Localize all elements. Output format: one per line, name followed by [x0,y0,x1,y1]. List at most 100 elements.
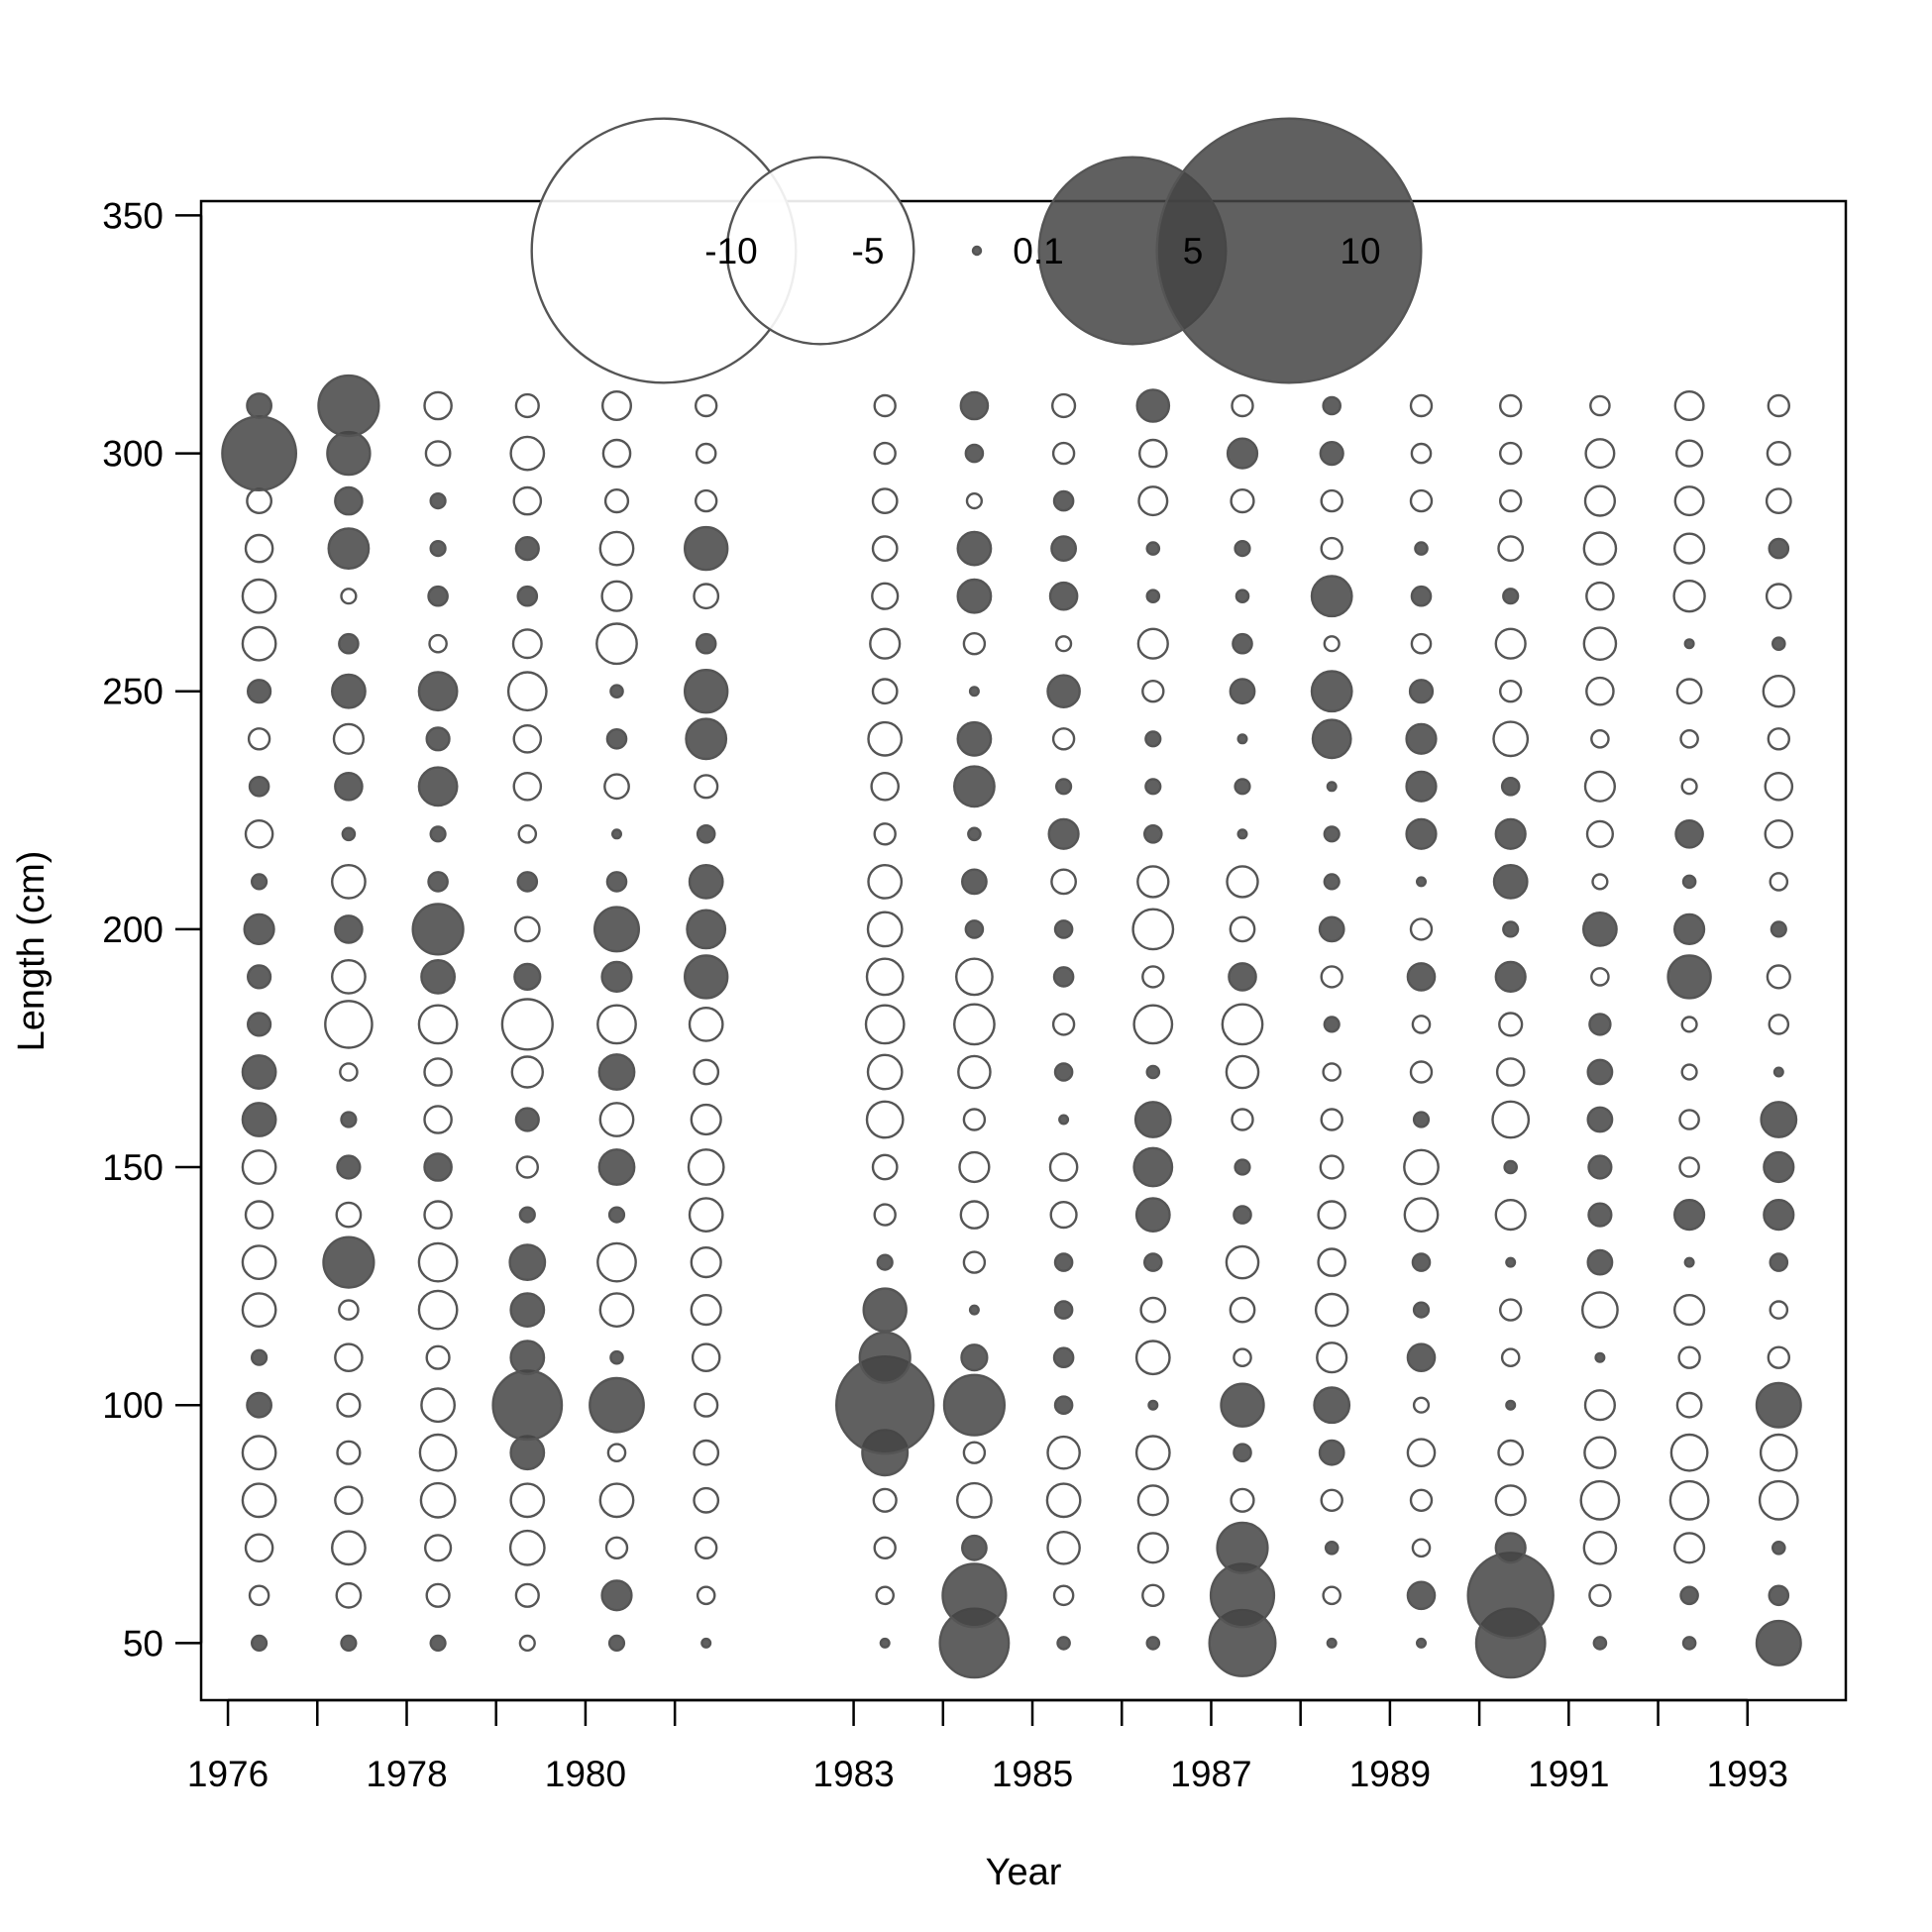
bubble-point [1229,1296,1256,1324]
y-tick-label: 350 [102,195,163,236]
bubble-point [508,1529,546,1566]
bubble-point [1317,1247,1346,1277]
bubble-point [324,1000,374,1049]
bubble-point [1406,1342,1437,1372]
bubble-point [334,1342,364,1372]
bubble-point [243,912,275,945]
bubble-point [1144,778,1162,796]
y-tick-label: 50 [123,1623,163,1664]
bubble-point [1494,1484,1527,1517]
bubble-point [425,1344,451,1370]
bubble-point [1409,917,1434,941]
legend-label: 10 [1340,231,1380,271]
bubble-layer [221,374,1802,1679]
bubble-point [1053,1062,1074,1082]
bubble-point [1412,1396,1431,1414]
bubble-point [1412,1111,1431,1128]
bubble-point [601,390,633,422]
bubble-point [1410,632,1433,655]
bubble-point [246,1391,273,1419]
bubble-point [687,1148,725,1186]
bubble-point [871,582,900,610]
bubble-point [425,726,451,752]
bubble-point [509,435,546,472]
bubble-point [1231,393,1254,418]
bubble-point [866,1053,904,1091]
bubble-point [1310,670,1353,713]
bubble-point [693,1486,720,1514]
bubble-point [1672,1293,1706,1327]
bubble-point [1230,488,1255,514]
x-axis: 1976 1978 1980 1983 1985 1987 1989 1991 1993 [187,1698,1788,1794]
bubble-point [491,1369,564,1442]
bubble-point [967,826,982,842]
bubble-point [514,1582,540,1608]
bubble-point [336,1440,362,1465]
bubble-point [1319,441,1344,467]
bubble-point [1056,1636,1071,1651]
bubble-point [241,625,277,662]
bubble-point [1053,919,1074,939]
bubble-point [1767,727,1791,751]
bubble-point [1318,1439,1345,1466]
bubble-point [1588,1013,1612,1036]
bubble-point [241,1292,277,1329]
bubble-point [700,1637,712,1649]
bubble-point [956,720,993,757]
bubble-point [518,1206,536,1224]
bubble-point [600,960,633,993]
bubble-point [511,628,543,660]
bubble-point [1322,1585,1342,1606]
bubble-point [1674,819,1704,849]
bubble-point [1683,1256,1695,1268]
bubble-point [1229,915,1256,943]
bubble-point [693,1439,720,1466]
bubble-point [427,871,449,893]
y-axis: 50 100 150 200 250 300 350 [102,195,203,1664]
bubble-point [600,580,633,612]
bubble-point [1050,392,1077,419]
bubble-point [247,727,271,751]
bubble-point [688,1197,724,1234]
bubble-point [956,578,993,614]
bubble-point [956,530,993,567]
bubble-point [1145,1064,1161,1080]
bubble-point [598,1482,635,1519]
bubble-point [516,871,539,893]
bubble-point [968,686,980,698]
bubble-point [1503,1159,1518,1175]
bubble-point [420,1387,456,1424]
bubble-point [1405,817,1438,850]
bubble-point [688,1007,724,1042]
bubble-point [1672,1532,1706,1564]
bubble-point [1409,393,1434,418]
bubble-point [1681,1636,1697,1651]
bubble-point [1406,962,1437,992]
bubble-point [423,1057,453,1087]
bubble-point [1677,1345,1701,1369]
bubble-point [609,684,624,699]
bubble-point [1050,535,1078,562]
bubble-point [419,1481,457,1519]
bubble-point [338,632,360,655]
x-tick-label: 1991 [1528,1754,1609,1794]
y-tick-label: 150 [102,1147,163,1188]
bubble-point [1143,1252,1163,1272]
bubble-point [1770,920,1787,938]
bubble-point [1324,1541,1340,1556]
bubble-point [1680,1063,1698,1081]
bubble-point [1669,1433,1709,1472]
bubble-point [1410,442,1433,465]
bubble-point [429,825,447,843]
bubble-point [334,914,364,944]
bubble-point [1226,437,1259,470]
bubble-point [334,485,364,516]
bubble-point [959,390,990,421]
bubble-point [1502,920,1520,938]
bubble-point [330,673,367,709]
bubble-point [427,585,449,607]
bubble-point [1317,1200,1346,1230]
bubble-point [1058,1114,1070,1126]
bubble-point [595,622,638,666]
bubble-point [514,1107,540,1132]
